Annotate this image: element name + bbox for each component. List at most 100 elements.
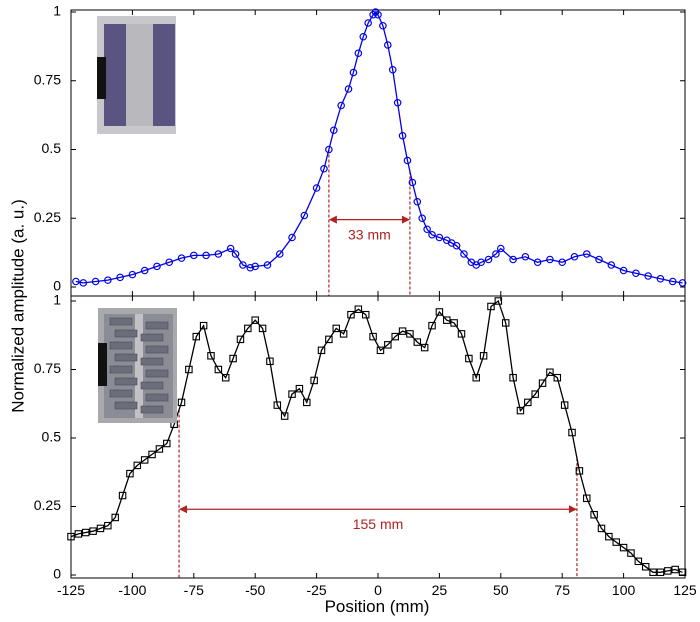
- data-point: [300, 211, 309, 220]
- data-point: [423, 225, 431, 234]
- data-point: [140, 456, 149, 464]
- data-point: [406, 330, 414, 338]
- data-point: [104, 521, 112, 530]
- y-tick-label: 1: [53, 3, 61, 19]
- arrow-head-left: [179, 505, 188, 514]
- data-point: [509, 373, 517, 382]
- data-point: [435, 233, 444, 242]
- data-point: [339, 330, 348, 338]
- x-tick-label: 25: [432, 582, 448, 598]
- data-point: [165, 258, 174, 267]
- data-point: [116, 273, 124, 282]
- panel-top: 0 0.25 0.5 0.75 1 33 mm: [34, 3, 687, 297]
- data-point: [582, 250, 591, 258]
- data-point: [221, 373, 230, 382]
- arrow-head-right: [401, 215, 410, 224]
- panel-bottom: 0 0.25 0.5 0.75 1 -125 -100 -75 -50 -25 0 25 50 75 10…: [34, 292, 697, 598]
- data-point: [443, 316, 451, 324]
- data-point: [538, 379, 547, 387]
- inset-right-wall: [153, 24, 175, 126]
- data-point: [325, 145, 333, 154]
- data-point: [568, 428, 576, 437]
- inset-corrugation-left: [114, 329, 138, 338]
- data-point: [457, 330, 466, 338]
- data-point: [303, 398, 311, 407]
- data-point: [347, 310, 355, 319]
- data-point: [148, 450, 156, 459]
- data-point: [266, 357, 274, 366]
- data-point: [163, 439, 171, 448]
- inset-feed: [98, 343, 107, 386]
- inset-corrugation-right: [140, 333, 164, 342]
- data-point: [413, 197, 422, 206]
- data-point: [354, 49, 363, 58]
- data-point: [258, 324, 267, 333]
- inset-corrugation-right: [140, 405, 164, 414]
- data-point: [369, 332, 377, 341]
- inset-left-wall: [104, 24, 126, 126]
- data-point: [202, 251, 210, 260]
- y-tick-label: 0.25: [34, 497, 61, 513]
- data-point: [560, 401, 569, 409]
- data-point: [239, 261, 247, 269]
- data-point: [664, 567, 672, 575]
- data-point: [251, 316, 259, 324]
- data-point: [214, 365, 223, 374]
- data-point: [244, 324, 252, 333]
- data-point: [153, 262, 161, 271]
- data-point: [450, 319, 458, 327]
- inset-slot-gap: [135, 314, 143, 418]
- data-point: [288, 390, 296, 398]
- data-point: [649, 568, 657, 577]
- x-tick-label: 50: [493, 582, 509, 598]
- bottom-x-tick-labels: -125 -100 -75 -50 -25 0 25 50 75 100 125: [57, 582, 697, 598]
- data-point: [177, 254, 186, 262]
- data-point: [376, 346, 385, 355]
- data-point: [479, 352, 488, 360]
- data-point: [612, 538, 620, 546]
- data-point: [605, 532, 613, 541]
- data-point: [275, 250, 284, 258]
- data-point: [207, 352, 215, 360]
- inset-feed: [97, 57, 106, 99]
- data-point: [96, 524, 105, 533]
- series-line: [75, 11, 683, 284]
- x-tick-label: 75: [554, 582, 570, 598]
- y-tick-label: 0.75: [34, 71, 61, 87]
- data-point: [263, 261, 272, 269]
- data-point: [590, 510, 598, 519]
- data-point: [391, 332, 399, 341]
- inset-corrugation-left: [114, 353, 138, 362]
- y-tick-label: 0.25: [34, 209, 61, 225]
- inset-corrugation-right: [145, 321, 169, 330]
- y-axis-label: Normalized amplitude (a. u.): [8, 199, 27, 413]
- x-tick-label: 100: [612, 582, 636, 598]
- data-point: [192, 332, 201, 341]
- data-point: [384, 341, 392, 349]
- top-y-tick-labels: 0 0.25 0.5 0.75 1: [34, 3, 61, 294]
- data-point: [403, 156, 412, 165]
- data-point: [104, 276, 112, 284]
- data-point: [460, 250, 468, 258]
- data-point: [607, 261, 616, 269]
- y-tick-label: 0: [53, 566, 61, 582]
- y-tick-label: 0.5: [42, 140, 62, 156]
- data-point: [226, 244, 235, 253]
- data-point: [89, 527, 97, 535]
- inset-corrugation-left: [114, 377, 138, 386]
- x-tick-label: -50: [245, 582, 265, 598]
- data-point: [398, 327, 407, 335]
- arrow-head-right: [568, 505, 577, 514]
- data-point: [533, 258, 542, 267]
- data-point: [384, 41, 392, 49]
- data-point: [288, 233, 296, 242]
- data-point: [337, 101, 345, 110]
- data-point: [310, 376, 318, 385]
- data-point: [492, 250, 500, 258]
- x-axis-label: Position (mm): [325, 597, 430, 616]
- arrow-head-left: [328, 215, 337, 224]
- data-point: [435, 308, 444, 316]
- data-point: [398, 131, 407, 140]
- data-point: [133, 461, 142, 470]
